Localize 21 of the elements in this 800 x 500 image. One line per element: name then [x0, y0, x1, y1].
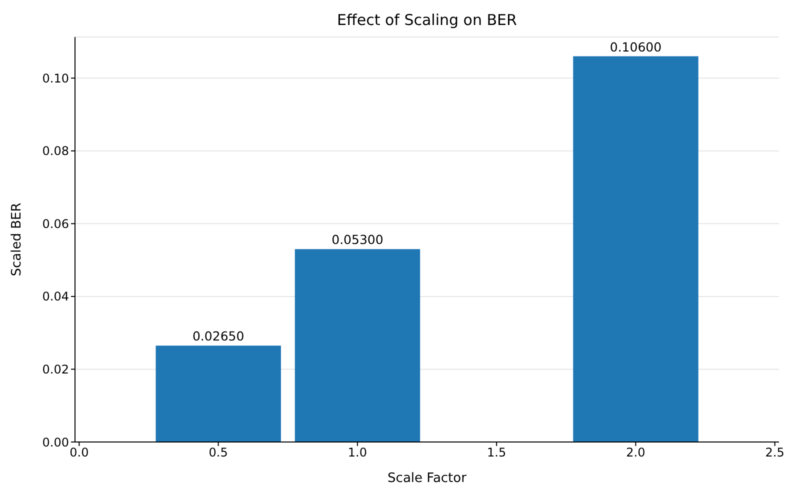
y-tick-label: 0.00: [42, 435, 69, 450]
y-tick-label: 0.06: [42, 216, 69, 231]
y-tick-label: 0.08: [42, 144, 69, 158]
x-tick-label: 2.0: [626, 446, 646, 460]
bar: [294, 249, 420, 442]
x-tick-label: 2.5: [765, 446, 784, 460]
data-label: 0.10600: [610, 39, 662, 54]
x-tick-label: 1.0: [348, 446, 367, 460]
chart-title: Effect of Scaling on BER: [336, 11, 518, 29]
x-axis-title: Scale Factor: [388, 471, 468, 486]
y-tick-label: 0.10: [42, 71, 69, 86]
data-label: 0.05300: [332, 232, 384, 248]
x-tick-label: 0.0: [70, 446, 89, 460]
bar: [156, 346, 281, 442]
y-tick-label: 0.02: [42, 362, 69, 376]
y-tick-label: 0.04: [42, 290, 69, 304]
x-tick-label: 0.5: [208, 446, 228, 460]
bar: [573, 56, 698, 442]
y-axis-title: Scaled BER: [10, 202, 25, 276]
x-tick-label: 1.5: [487, 446, 506, 460]
data-label: 0.02650: [192, 328, 244, 344]
